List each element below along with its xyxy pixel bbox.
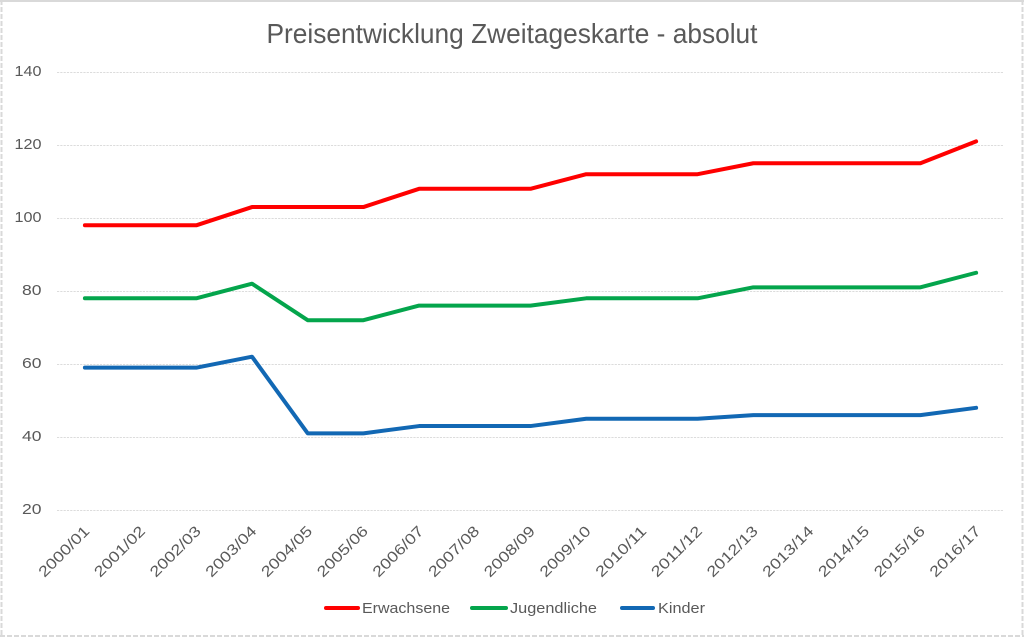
svg-text:100: 100 bbox=[15, 209, 42, 226]
svg-text:120: 120 bbox=[15, 136, 42, 153]
svg-text:80: 80 bbox=[22, 282, 42, 299]
svg-text:20: 20 bbox=[22, 501, 42, 518]
svg-text:Kinder: Kinder bbox=[658, 600, 705, 617]
svg-text:40: 40 bbox=[22, 428, 42, 445]
svg-text:140: 140 bbox=[15, 63, 42, 80]
svg-text:Jugendliche: Jugendliche bbox=[510, 600, 597, 617]
svg-text:60: 60 bbox=[22, 355, 42, 372]
svg-text:Preisentwicklung Zweitageskart: Preisentwicklung Zweitageskarte - absolu… bbox=[267, 18, 758, 49]
svg-text:Erwachsene: Erwachsene bbox=[362, 600, 450, 617]
